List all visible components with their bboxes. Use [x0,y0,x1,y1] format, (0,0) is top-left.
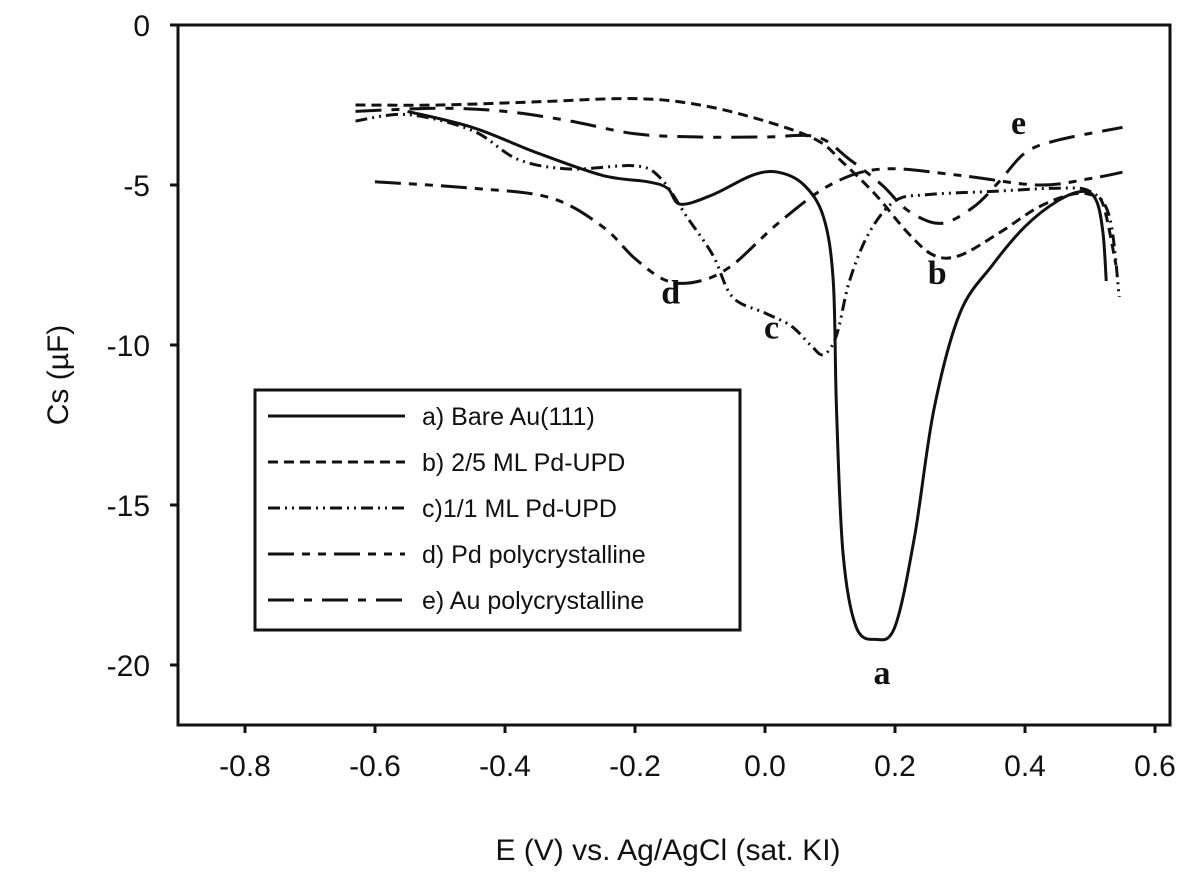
series-line-b [355,97,1118,266]
legend: a) Bare Au(111) b) 2/5 ML Pd-UPD c)1/1 ML … [253,388,742,632]
legend-label-b: b) 2/5 ML Pd-UPD [422,449,625,477]
curve-label-a: a [874,655,891,692]
y-tick-label: -5 [123,170,150,203]
y-tick-label: -20 [107,650,150,683]
series-line-a [407,109,1108,642]
y-axis-label: Cs (µF) [42,325,75,426]
legend-label-a: a) Bare Au(111) [422,403,595,431]
series-line-c [355,112,1121,357]
y-tick-label: -15 [107,490,150,523]
curve-label-b: b [928,255,947,292]
series-line-d [374,167,1123,285]
legend-label-d: d) Pd polycrystalline [422,541,646,569]
x-tick-label: 0.2 [874,750,916,783]
x-tick-label: -0.4 [479,750,531,783]
curve-label-c: c [764,310,779,347]
legend-label-c: c)1/1 ML Pd-UPD [422,495,617,523]
plot-frame [176,23,1172,727]
legend-box [253,388,742,632]
legend-label-e: e) Au polycrystalline [422,587,644,615]
curve-label-d: d [661,274,680,311]
x-axis-label: E (V) vs. Ag/AgCl (sat. KI) [495,834,840,867]
x-tick-label: -0.2 [609,750,661,783]
y-tick-label: 0 [133,10,150,43]
x-tick-label: 0.0 [744,750,786,783]
series-line-e [355,106,1123,225]
x-tick-label: 0.6 [1134,750,1176,783]
x-tick-label: -0.6 [349,750,401,783]
y-tick-label: -10 [107,330,150,363]
x-tick-label: -0.8 [219,750,271,783]
x-tick-label: 0.4 [1004,750,1046,783]
curve-label-e: e [1011,105,1026,142]
